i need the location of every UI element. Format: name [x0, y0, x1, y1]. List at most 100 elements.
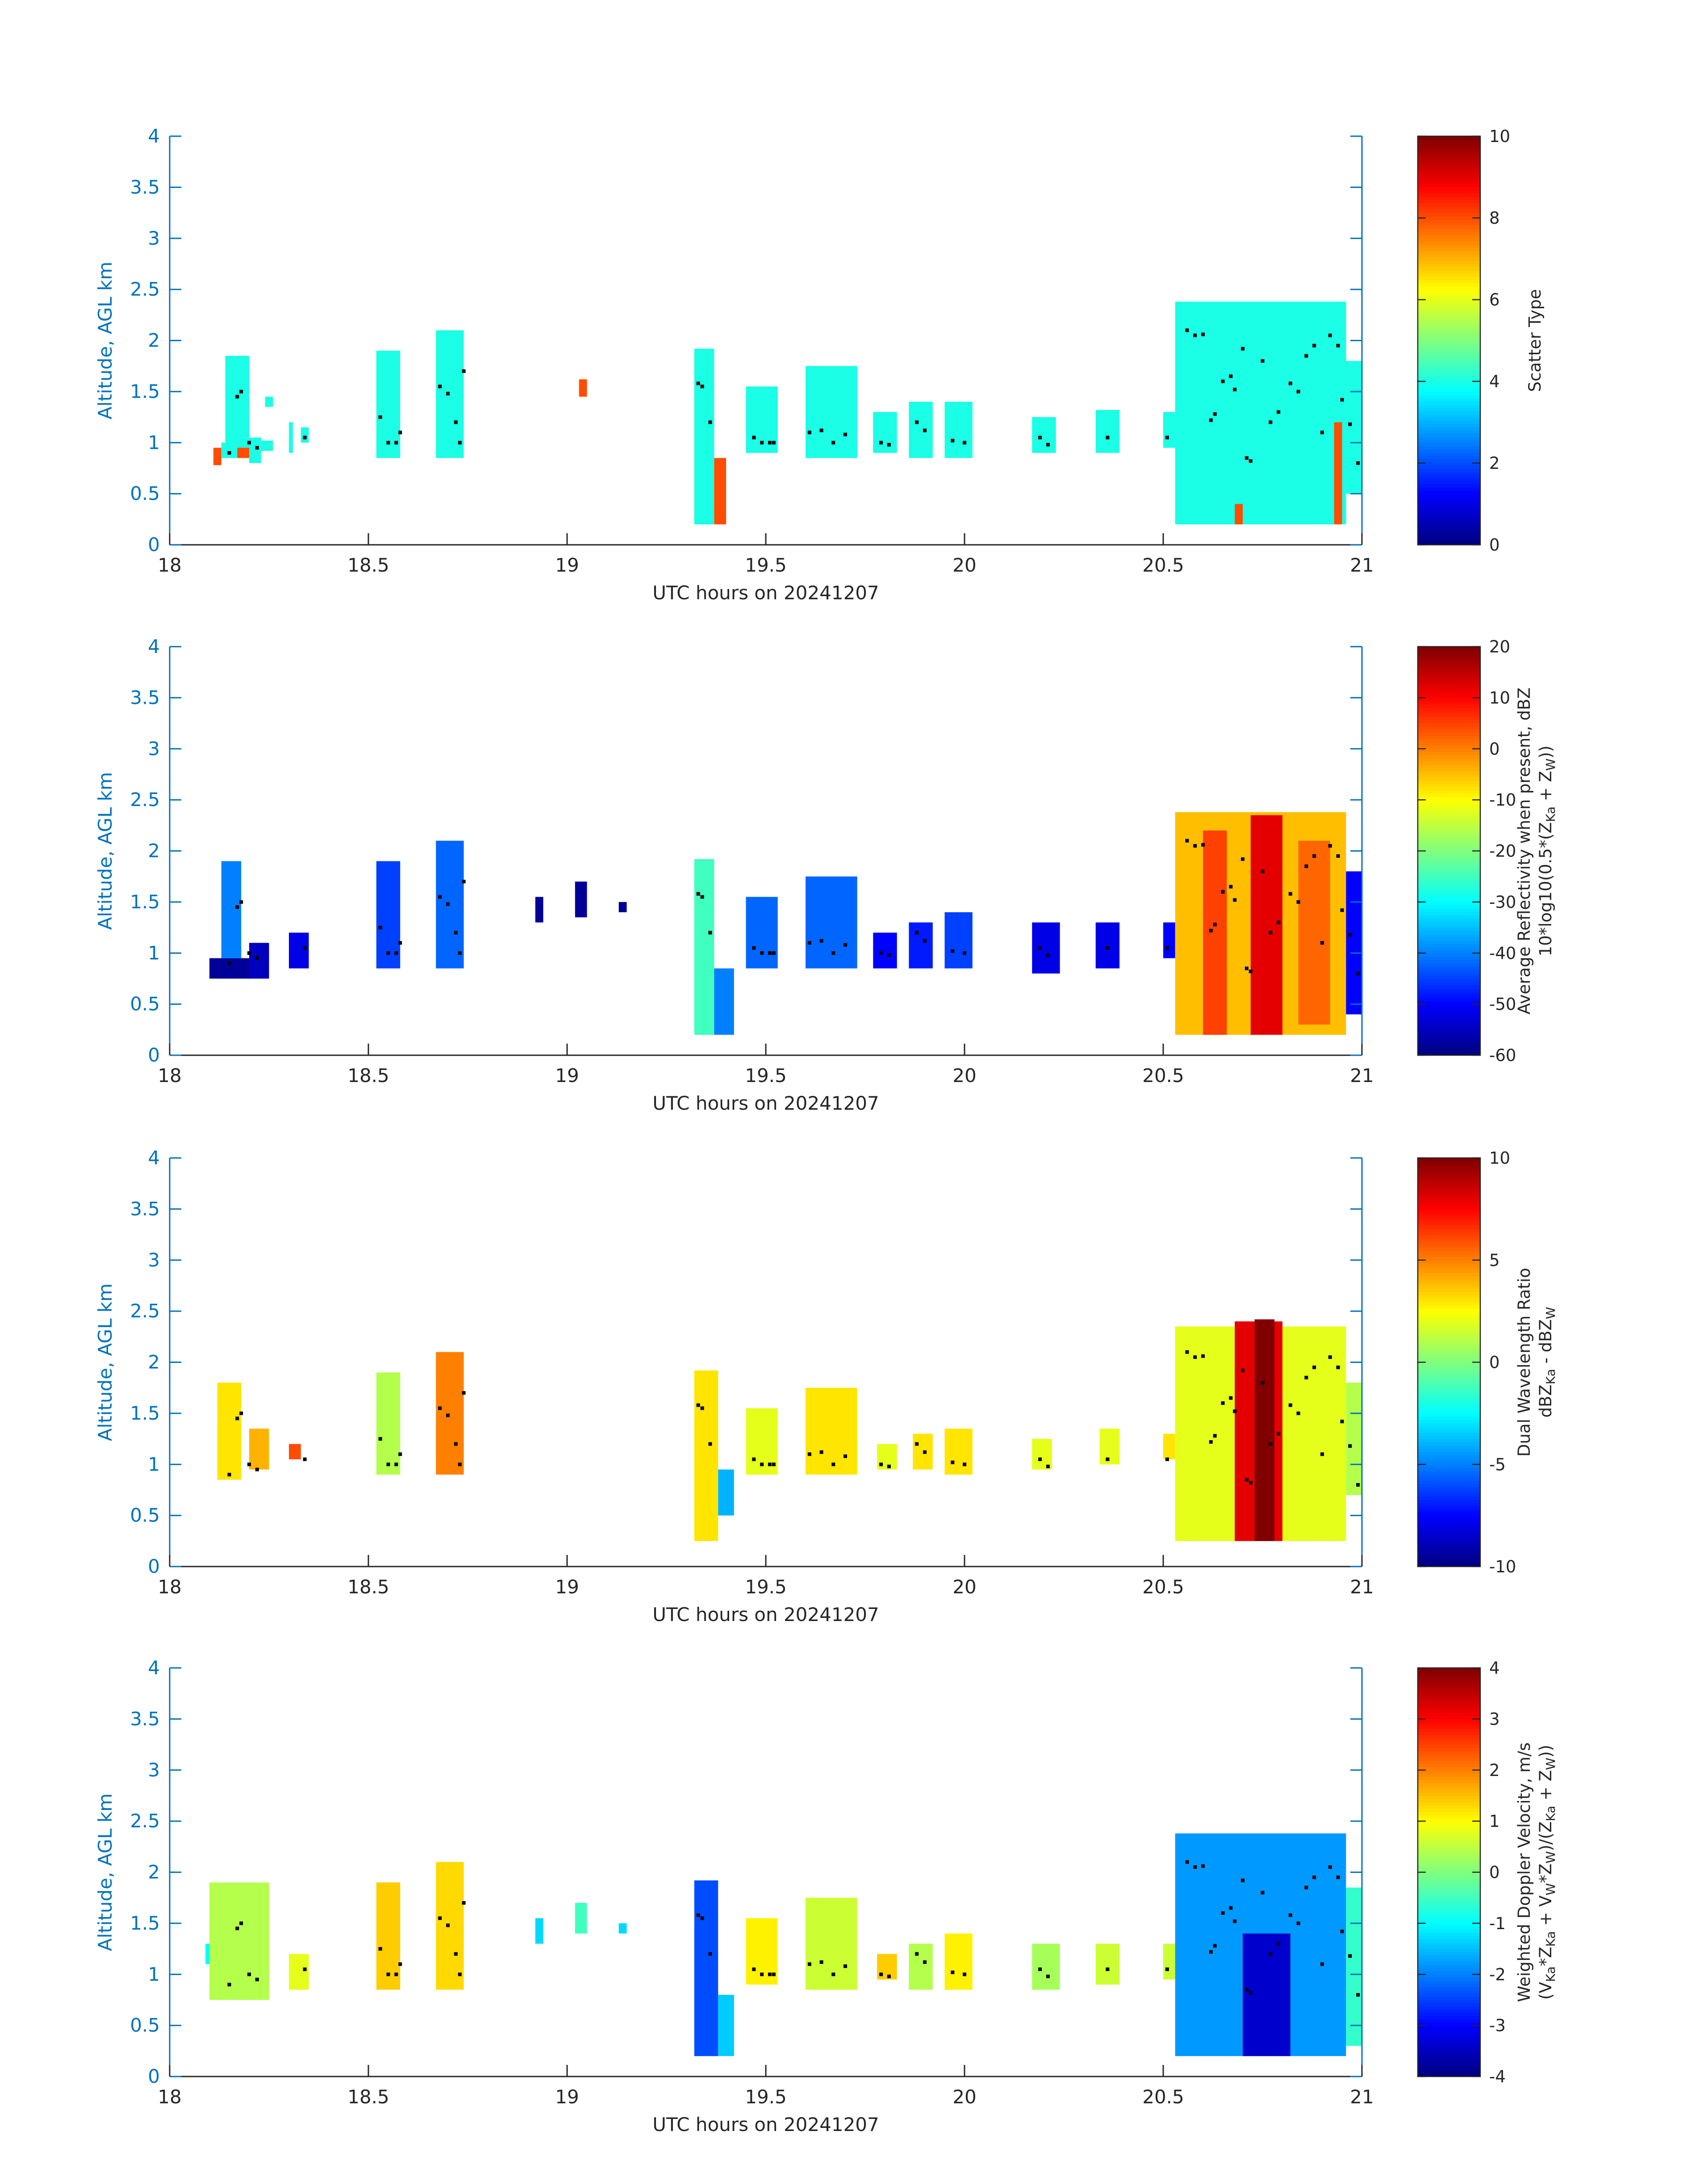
colorbar-segment [1418, 203, 1480, 207]
colorbar-segment [1418, 1032, 1480, 1036]
colorbar-segment [1418, 2054, 1480, 2058]
data-cell [1032, 417, 1056, 453]
colorbar-segment [1418, 296, 1480, 300]
colorbar-segment [1418, 226, 1480, 229]
colorbar-segment [1418, 1454, 1480, 1458]
colorbar-segment [1418, 289, 1480, 293]
colorbar-segment [1418, 1487, 1480, 1491]
data-dot [1221, 380, 1225, 383]
colorbar-segment [1418, 1193, 1480, 1197]
data-dot [239, 1411, 243, 1415]
data-dot [438, 1406, 442, 1410]
data-dot [1038, 946, 1042, 950]
colorbar-segment [1418, 503, 1480, 507]
colorbar-segment [1418, 1404, 1480, 1408]
colorbar-segment [1418, 1799, 1480, 1802]
data-cell [1346, 1887, 1362, 2046]
colorbar-segment [1418, 812, 1480, 816]
colorbar-segment [1418, 1289, 1480, 1292]
colorbar-segment [1418, 758, 1480, 762]
colorbar-segment [1418, 1231, 1480, 1235]
colorbar-label: Average Reflectivity when present, dBZ [1515, 687, 1534, 1014]
colorbar-segment [1418, 257, 1480, 261]
colorbar-segment [1418, 1509, 1480, 1513]
data-cell [221, 861, 242, 958]
y-tick-label: 4 [148, 635, 160, 657]
colorbar-segment [1418, 1805, 1480, 1809]
data-dot [255, 446, 259, 450]
colorbar-segment [1418, 1020, 1480, 1024]
colorbar-segment [1418, 1471, 1480, 1475]
data-dot [708, 931, 712, 935]
colorbar-segment [1418, 273, 1480, 277]
data-cell [1346, 871, 1362, 1015]
y-tick-label: 2.5 [130, 1300, 160, 1322]
colorbar-segment [1418, 181, 1480, 184]
colorbar-segment [1418, 1987, 1480, 1991]
colorbar-tick-label: 2 [1489, 454, 1500, 473]
data-cell [944, 1429, 973, 1475]
data-cell [1099, 1429, 1120, 1465]
data-dot [768, 1972, 772, 1976]
data-cell [376, 351, 401, 458]
data-cell [913, 1433, 933, 1470]
colorbar-segment [1418, 774, 1480, 778]
data-dot [1213, 1944, 1217, 1948]
colorbar-segment [1418, 1234, 1480, 1238]
colorbar-segment [1418, 1410, 1480, 1414]
data-cell [944, 1933, 973, 1990]
colorbar-segment [1418, 286, 1480, 290]
colorbar-segment [1418, 1859, 1480, 1863]
colorbar-segment [1418, 1728, 1480, 1732]
colorbar-tick-label: -10 [1489, 1557, 1516, 1576]
data-dot [1336, 343, 1340, 347]
colorbar-segment [1418, 1215, 1480, 1219]
colorbar-segment [1418, 1365, 1480, 1369]
colorbar-segment [1418, 263, 1480, 267]
colorbar-tick-label: -10 [1489, 790, 1516, 810]
data-dot [235, 395, 239, 399]
colorbar-tick-label: -2 [1489, 1965, 1506, 1984]
data-dot [1356, 1993, 1360, 1997]
colorbar-segment [1418, 851, 1480, 855]
data-dot [1244, 1478, 1249, 1482]
colorbar-segment [1418, 337, 1480, 341]
colorbar-segment [1418, 1324, 1480, 1328]
colorbar-segment [1418, 1693, 1480, 1697]
colorbar-segment [1418, 2009, 1480, 2013]
colorbar-segment [1418, 410, 1480, 414]
data-cell [301, 427, 309, 443]
colorbar-segment [1418, 1384, 1480, 1388]
colorbar-segment [1418, 1164, 1480, 1168]
colorbar-segment [1418, 331, 1480, 334]
colorbar-segment [1418, 1426, 1480, 1430]
colorbar-segment [1418, 1036, 1480, 1040]
data-cell [909, 922, 933, 969]
colorbar-segment [1418, 998, 1480, 1002]
data-cell [944, 912, 973, 969]
colorbar-segment [1418, 193, 1480, 197]
data-dot [1296, 1411, 1300, 1415]
data-dot [807, 941, 811, 945]
colorbar-segment [1418, 1327, 1480, 1331]
data-dot [239, 1921, 243, 1925]
x-tick-label: 19 [555, 554, 579, 576]
colorbar-segment [1418, 1834, 1480, 1838]
colorbar-segment [1418, 1878, 1480, 1882]
colorbar-tick-label: 1 [1489, 1812, 1500, 1831]
data-dot [1229, 885, 1233, 889]
colorbar-segment [1418, 1674, 1480, 1678]
data-dot [1233, 1919, 1237, 1923]
data-dot [458, 951, 462, 955]
colorbar-segment [1418, 283, 1480, 287]
colorbar-label: Scatter Type [1525, 289, 1545, 392]
colorbar-segment [1418, 449, 1480, 453]
colorbar-segment [1418, 1407, 1480, 1411]
colorbar-segment [1418, 468, 1480, 472]
y-tick-label: 3 [148, 1249, 160, 1271]
colorbar-segment [1418, 822, 1480, 826]
colorbar-segment [1418, 315, 1480, 319]
colorbar-segment [1418, 969, 1480, 973]
data-dot [923, 1960, 927, 1964]
colorbar-segment [1418, 1349, 1480, 1353]
